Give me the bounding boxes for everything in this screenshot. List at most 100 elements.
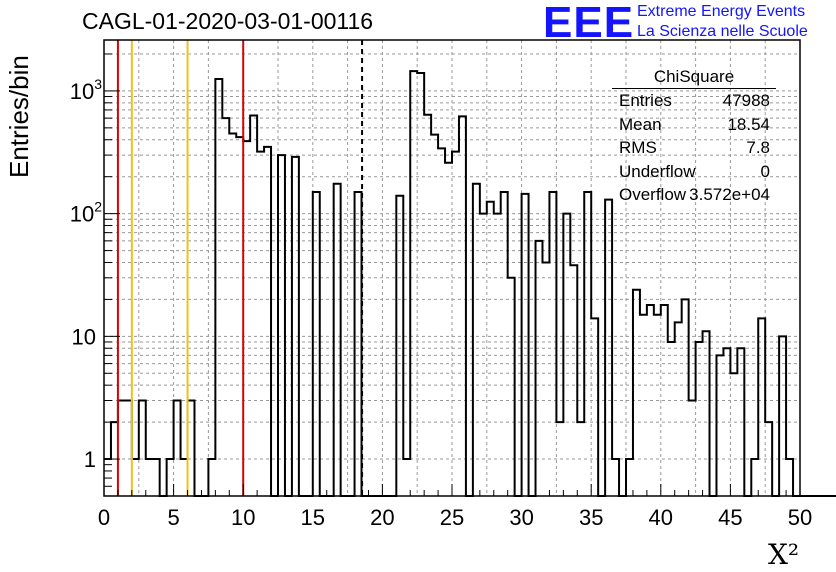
stats-row-underflow: Underflow 0 [612, 160, 776, 184]
x-tick-label: 40 [649, 505, 673, 530]
histogram-bin [668, 342, 675, 496]
histogram-bin [445, 163, 452, 496]
histogram-bin [612, 459, 619, 496]
histogram-bin [626, 459, 633, 496]
stats-key: Mean [619, 114, 662, 134]
histogram-bin [508, 278, 515, 496]
histogram-bin [473, 184, 480, 496]
histogram-bin [139, 401, 146, 496]
chart-title: CAGL-01-2020-03-01-00116 [82, 8, 374, 34]
x-tick-label: 0 [98, 505, 110, 530]
histogram-bin [313, 192, 320, 496]
histogram-bin [355, 192, 362, 496]
histogram-bin [417, 73, 424, 496]
y-tick-label: 1 [84, 447, 96, 472]
histogram-bin [215, 79, 222, 496]
histogram-bin [278, 155, 285, 496]
y-tick-label: 10 [72, 324, 96, 349]
histogram-bin [730, 373, 737, 496]
stats-value: 47988 [722, 91, 770, 110]
histogram-bin [487, 202, 494, 496]
histogram-bin [494, 214, 501, 496]
logo-subtitle-1: Extreme Energy Events [637, 3, 806, 20]
histogram-bin [751, 459, 758, 496]
histogram-bin [424, 115, 431, 496]
stats-value: 18.54 [727, 114, 770, 134]
histogram-bin [549, 192, 556, 496]
histogram-bin [779, 336, 786, 496]
histogram-bin [403, 459, 410, 496]
histogram-bin [264, 147, 271, 496]
histogram-bin [584, 192, 591, 496]
histogram-bin [236, 137, 243, 496]
histogram-bin [536, 241, 543, 496]
stats-box: ChiSquare Entries 47988 Mean 18.54 RMS 7… [612, 66, 776, 207]
histogram-bin [257, 152, 264, 496]
histogram-bin [786, 459, 793, 496]
y-tick-label: 102 [70, 199, 102, 227]
x-tick-label: 10 [231, 505, 255, 530]
stats-row-entries: Entries 47988 [612, 89, 776, 113]
histogram-bin [292, 157, 299, 496]
logo-subtitle-2: La Scienza nelle Scuole [637, 23, 808, 40]
histogram-bin [118, 401, 125, 496]
x-tick-label: 15 [301, 505, 325, 530]
x-axis-ticks: 0 5 10 15 20 25 30 35 40 45 50 [98, 484, 812, 530]
histogram-bin [167, 459, 174, 496]
histogram-outline [104, 70, 836, 497]
stats-value: 3.572e+04 [689, 185, 770, 204]
histogram-bin [125, 401, 132, 496]
histogram-bin [174, 401, 181, 496]
histogram-bin [431, 135, 438, 496]
x-tick-label: 20 [370, 505, 394, 530]
marker-lines [116, 40, 364, 496]
x-tick-label: 45 [718, 505, 742, 530]
histogram-bin [563, 214, 570, 496]
histogram-bin [153, 459, 160, 496]
stats-key: RMS [619, 138, 657, 157]
stats-row-mean: Mean 18.54 [612, 113, 776, 137]
histogram-bin [501, 192, 508, 496]
x-tick-label: 30 [509, 505, 533, 530]
stats-value: 0 [760, 161, 770, 181]
histogram-bin [334, 184, 341, 496]
x-axis-label: X² [768, 538, 800, 571]
x-tick-label: 50 [788, 505, 812, 530]
y-tick-label: 103 [70, 76, 102, 104]
histogram-bin [243, 141, 250, 496]
histogram-bin [146, 459, 153, 496]
histogram-bin [452, 152, 459, 496]
histogram-bin [689, 401, 696, 496]
histogram-bin [542, 262, 549, 496]
stats-key: Underflow [619, 161, 696, 181]
stats-title: ChiSquare [612, 66, 776, 89]
histogram-bin [682, 299, 689, 496]
histogram-bin [633, 290, 640, 496]
histogram-bin [250, 116, 257, 496]
histogram-bin [591, 318, 598, 496]
y-axis-ticks: 1 10 102 103 [70, 53, 120, 497]
histogram-bin [188, 401, 195, 496]
stats-value: 7.8 [746, 138, 770, 157]
stats-key: Entries [619, 91, 672, 110]
histogram-bin [758, 318, 765, 496]
histogram-bin [132, 459, 139, 496]
histogram-bin [522, 194, 529, 496]
stats-row-overflow: Overflow 3.572e+04 [612, 183, 776, 207]
x-tick-label: 5 [167, 505, 179, 530]
histogram-bin [222, 118, 229, 496]
stats-row-rms: RMS 7.8 [612, 136, 776, 160]
histogram-bin [410, 71, 417, 496]
histogram-bin [181, 459, 188, 496]
y-axis-label: Entries/bin [4, 55, 34, 178]
histogram-bin [208, 459, 215, 496]
histogram-bin [459, 116, 466, 496]
histogram-bin [480, 214, 487, 496]
histogram-bin [438, 148, 445, 496]
stats-key: Overflow [619, 185, 687, 204]
histogram-bin [716, 355, 723, 496]
x-tick-label: 35 [579, 505, 603, 530]
histogram-bin [703, 331, 710, 496]
eee-logo: EEE [543, 0, 635, 47]
